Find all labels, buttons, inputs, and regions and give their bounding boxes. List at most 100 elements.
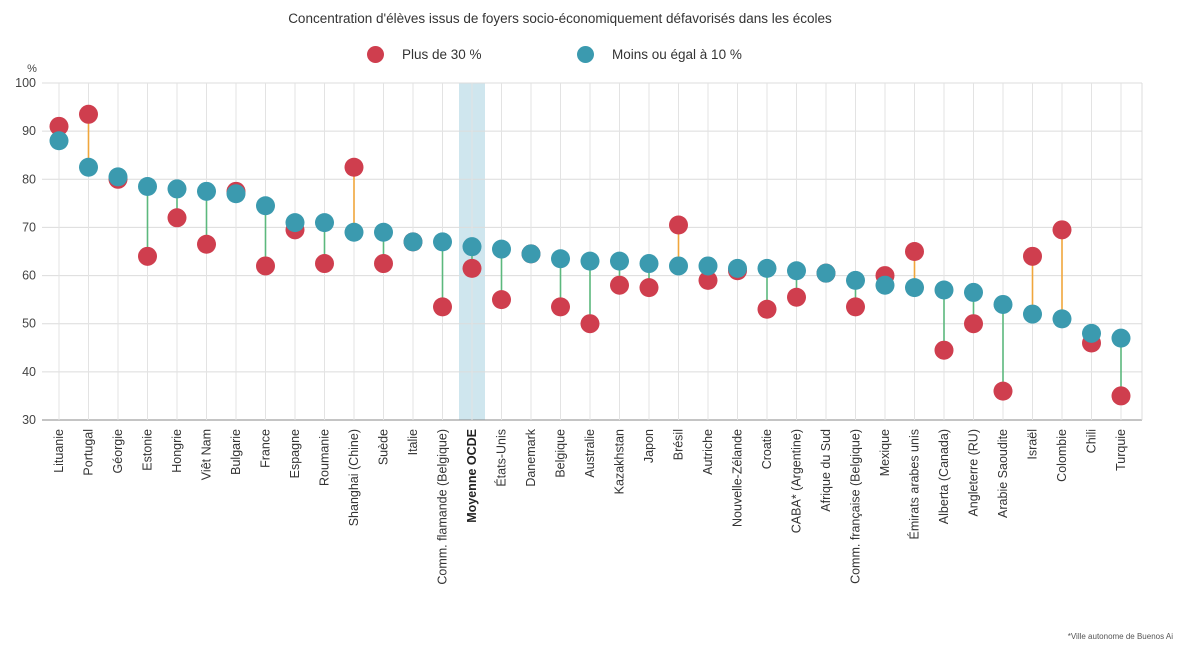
legend-item-teal: Moins ou égal à 10 % — [577, 46, 742, 63]
x-tick-label: Israël — [1026, 429, 1040, 460]
teal-point — [167, 179, 187, 199]
red-point — [846, 297, 865, 317]
teal-point — [374, 222, 393, 242]
red-point — [639, 278, 659, 298]
y-tick-label: 60 — [22, 269, 36, 283]
x-tick-label: Émirats arabes unis — [907, 429, 922, 539]
teal-point — [226, 184, 246, 204]
teal-point — [197, 181, 216, 201]
x-tick-label: Comm. française (Belgique) — [849, 429, 863, 584]
teal-point — [816, 263, 836, 283]
x-tick-label: Mexique — [878, 429, 892, 476]
red-point — [580, 314, 600, 334]
teal-point — [580, 251, 600, 271]
red-point — [1023, 246, 1042, 266]
teal-point — [875, 275, 895, 295]
teal-point — [1111, 328, 1131, 348]
x-tick-label: Nouvelle-Zélande — [731, 429, 745, 527]
x-tick-label: Espagne — [288, 429, 302, 478]
red-point — [344, 157, 364, 177]
red-point — [551, 297, 570, 317]
x-tick-label: Croatie — [760, 429, 774, 469]
red-point — [993, 381, 1013, 401]
teal-point — [403, 232, 423, 252]
x-tick-label: États-Unis — [494, 429, 509, 487]
x-tick-label: Bulgarie — [229, 429, 243, 475]
x-tick-label: Roumanie — [318, 429, 332, 486]
teal-point — [285, 213, 305, 233]
teal-point — [757, 258, 777, 278]
red-point — [964, 314, 983, 334]
x-tick-label: Lituanie — [52, 429, 66, 473]
x-tick-label: Suède — [377, 429, 391, 465]
teal-point — [846, 270, 865, 290]
red-point — [433, 297, 452, 317]
teal-point — [1052, 309, 1072, 329]
red-point — [374, 254, 393, 274]
red-point — [669, 215, 688, 235]
teal-point — [315, 213, 334, 233]
y-tick-label: 30 — [22, 413, 36, 427]
x-tick-label: Hongrie — [170, 429, 184, 473]
legend-red-label: Plus de 30 % — [402, 47, 482, 62]
red-point — [167, 208, 187, 228]
x-tick-label: Belgique — [554, 429, 568, 478]
x-tick-label: Turquie — [1114, 429, 1128, 471]
teal-point — [934, 280, 954, 300]
teal-point — [639, 254, 659, 274]
red-point — [787, 287, 806, 307]
teal-point — [964, 282, 983, 302]
footnote: *Ville autonome de Buenos Ai — [1067, 632, 1173, 641]
legend-item-red: Plus de 30 % — [367, 46, 482, 63]
red-point — [698, 270, 718, 290]
teal-point — [108, 167, 128, 187]
red-point — [1052, 220, 1072, 240]
teal-point — [492, 239, 511, 259]
y-tick-label: 80 — [22, 172, 36, 186]
teal-point — [610, 251, 629, 271]
x-tick-label: Japon — [642, 429, 656, 463]
teal-point — [344, 222, 364, 242]
red-point — [49, 116, 69, 136]
x-tick-label: Comm. flamande (Belgique) — [436, 429, 450, 585]
legend-teal-label: Moins ou égal à 10 % — [612, 47, 742, 62]
y-axis-unit-label: % — [27, 63, 37, 75]
red-point — [492, 290, 511, 310]
x-tick-label: Colombie — [1055, 429, 1069, 482]
x-tick-label: Portugal — [82, 429, 96, 476]
x-tick-label: Arabie Saoudite — [996, 429, 1010, 518]
teal-point — [905, 278, 924, 298]
x-tick-label: Shanghai (Chine) — [347, 429, 361, 526]
red-point — [1111, 386, 1131, 406]
x-tick-label: Autriche — [701, 429, 715, 475]
red-point — [256, 256, 275, 276]
teal-point — [551, 249, 570, 269]
x-tick-label: France — [259, 429, 273, 468]
red-point — [138, 246, 157, 266]
x-tick-label: Alberta (Canada) — [937, 429, 951, 524]
x-tick-label: CABA* (Argentine) — [790, 429, 804, 533]
teal-point — [787, 261, 806, 281]
teal-point — [1082, 323, 1101, 343]
red-point — [315, 254, 334, 274]
x-tick-label: Moyenne OCDE — [465, 429, 479, 523]
teal-point — [728, 258, 747, 278]
x-tick-label: Afrique du Sud — [819, 429, 833, 512]
y-tick-label: 90 — [22, 124, 36, 138]
teal-point — [698, 256, 718, 276]
teal-point — [49, 131, 69, 151]
teal-point — [1023, 304, 1042, 324]
x-tick-label: Viêt Nam — [200, 429, 214, 480]
teal-point — [521, 244, 541, 264]
teal-point — [433, 232, 452, 252]
legend: Plus de 30 % Moins ou égal à 10 % — [0, 46, 1179, 70]
x-tick-label: Italie — [406, 429, 420, 455]
y-tick-label: 40 — [22, 365, 36, 379]
x-tick-label: Chili — [1085, 429, 1099, 453]
x-tick-label: Brésil — [672, 429, 686, 460]
x-tick-label: Kazakhstan — [613, 429, 627, 494]
x-tick-label: Australie — [583, 429, 597, 478]
x-tick-label: Géorgie — [111, 429, 125, 474]
